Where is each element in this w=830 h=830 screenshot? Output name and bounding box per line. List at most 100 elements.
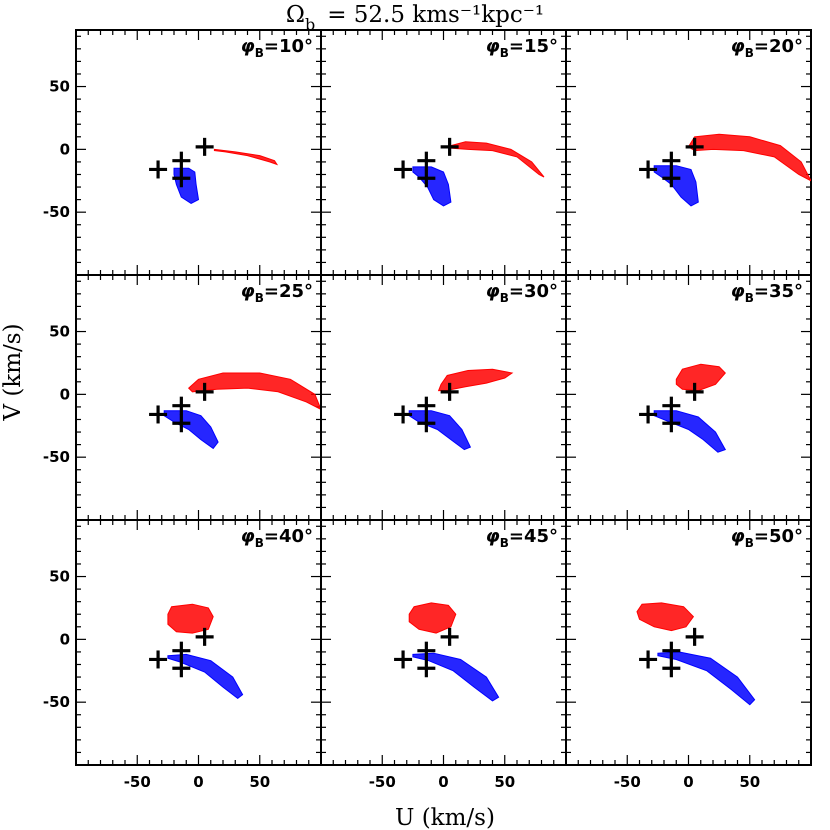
- panel-7: -50 0 50 -50 0 50 φB=40°: [43, 519, 322, 791]
- panel-label-sub: B: [255, 291, 264, 305]
- cross-marker: [149, 650, 168, 669]
- panel-label-value: =35°: [754, 281, 803, 302]
- panel-label: φB=45°: [486, 526, 558, 550]
- cross-marker: [149, 405, 168, 424]
- panel-label-sub: B: [500, 46, 509, 60]
- cross-marker: [172, 641, 191, 660]
- panel-9: -50 0 50 φB=50°: [565, 519, 812, 791]
- panel-label-sub: B: [745, 291, 754, 305]
- panel-label-sub: B: [255, 536, 264, 550]
- panel-label: φB=35°: [731, 281, 803, 305]
- panel-frame: [320, 29, 567, 276]
- panel-6: φB=35°: [565, 274, 812, 521]
- cross-marker: [639, 650, 658, 669]
- y-tick-label: -50: [43, 203, 70, 221]
- cross-marker: [172, 169, 191, 188]
- panel-4: -50 0 50 φB=25°: [43, 274, 322, 521]
- x-tick-label: -50: [369, 773, 396, 791]
- cross-marker: [685, 137, 704, 156]
- blue-orbit-region: [167, 653, 244, 700]
- blue-orbit-region: [408, 410, 472, 451]
- blue-orbit-region: [163, 410, 219, 450]
- x-tick-label: 50: [249, 773, 270, 791]
- y-tick-label: 50: [49, 78, 70, 96]
- panel-frame: [75, 519, 322, 766]
- cross-marker: [394, 650, 413, 669]
- panel-label-sub: B: [500, 291, 509, 305]
- cross-marker: [172, 396, 191, 415]
- cross-marker: [394, 160, 413, 179]
- cross-marker: [417, 151, 436, 170]
- panel-5: φB=30°: [320, 274, 567, 521]
- red-orbit-region: [213, 148, 279, 166]
- chart-title: Ωb = 52.5 kms⁻¹kpc⁻¹: [286, 2, 544, 34]
- title-subscript: b: [305, 15, 315, 34]
- x-tick-label: 50: [494, 773, 515, 791]
- red-orbit-region: [636, 602, 695, 632]
- panel-label-sub: B: [255, 46, 264, 60]
- cross-marker: [685, 627, 704, 646]
- panel-label-sub: B: [745, 536, 754, 550]
- panel-label-phi: φ: [731, 526, 745, 547]
- cross-marker: [417, 396, 436, 415]
- panel-frame: [75, 29, 322, 276]
- x-tick-label: 0: [683, 773, 693, 791]
- panel-8: -50 0 50 φB=45°: [320, 519, 567, 791]
- panel-label-phi: φ: [486, 281, 500, 302]
- panel-label-phi: φ: [486, 36, 500, 57]
- blue-orbit-region: [653, 410, 727, 453]
- red-orbit-region: [408, 602, 457, 634]
- panel-1: -50 0 50 φB=10°: [43, 29, 322, 276]
- panel-label-phi: φ: [731, 36, 745, 57]
- cross-marker: [417, 414, 436, 433]
- panel-label-value: =45°: [509, 526, 558, 547]
- panel-label-value: =50°: [754, 526, 803, 547]
- y-tick-label: 0: [60, 630, 70, 648]
- blue-orbit-region: [653, 165, 699, 207]
- panel-label-sub: B: [500, 536, 509, 550]
- cross-marker: [639, 405, 658, 424]
- red-orbit-region: [167, 603, 214, 634]
- red-orbit-region: [687, 133, 811, 182]
- panel-label: φB=20°: [731, 36, 803, 60]
- x-tick-label: -50: [124, 773, 151, 791]
- panel-label-phi: φ: [241, 281, 255, 302]
- cross-marker: [685, 382, 704, 401]
- x-axis-label: U (km/s): [395, 805, 495, 830]
- cross-marker: [417, 659, 436, 678]
- panel-label-phi: φ: [241, 36, 255, 57]
- cross-marker: [172, 414, 191, 433]
- panel-label: φB=10°: [241, 36, 313, 60]
- cross-marker: [394, 405, 413, 424]
- cross-marker: [440, 627, 459, 646]
- y-tick-label: -50: [43, 693, 70, 711]
- panel-label-value: =20°: [754, 36, 803, 57]
- panel-label: φB=50°: [731, 526, 803, 550]
- panel-label: φB=25°: [241, 281, 313, 305]
- panel-label: φB=40°: [241, 526, 313, 550]
- x-tick-label: 0: [193, 773, 203, 791]
- panel-label-value: =40°: [264, 526, 313, 547]
- cross-marker: [639, 160, 658, 179]
- cross-marker: [417, 641, 436, 660]
- blue-orbit-region: [412, 166, 452, 207]
- panel-label-phi: φ: [241, 526, 255, 547]
- y-axis-label: V (km/s): [0, 323, 26, 421]
- red-orbit-region: [187, 372, 321, 410]
- panel-frame: [320, 519, 567, 766]
- y-tick-label: 0: [60, 140, 70, 158]
- panel-label: φB=15°: [486, 36, 558, 60]
- cross-marker: [440, 382, 459, 401]
- red-orbit-region: [450, 141, 545, 178]
- y-tick-label: 50: [49, 568, 70, 586]
- y-tick-label: 0: [60, 385, 70, 403]
- cross-marker: [195, 382, 214, 401]
- y-tick-label: 50: [49, 323, 70, 341]
- cross-marker: [172, 151, 191, 170]
- x-tick-label: 50: [739, 773, 760, 791]
- blue-orbit-region: [412, 652, 500, 702]
- title-omega: Ω: [286, 2, 305, 28]
- panel-frame: [565, 274, 812, 521]
